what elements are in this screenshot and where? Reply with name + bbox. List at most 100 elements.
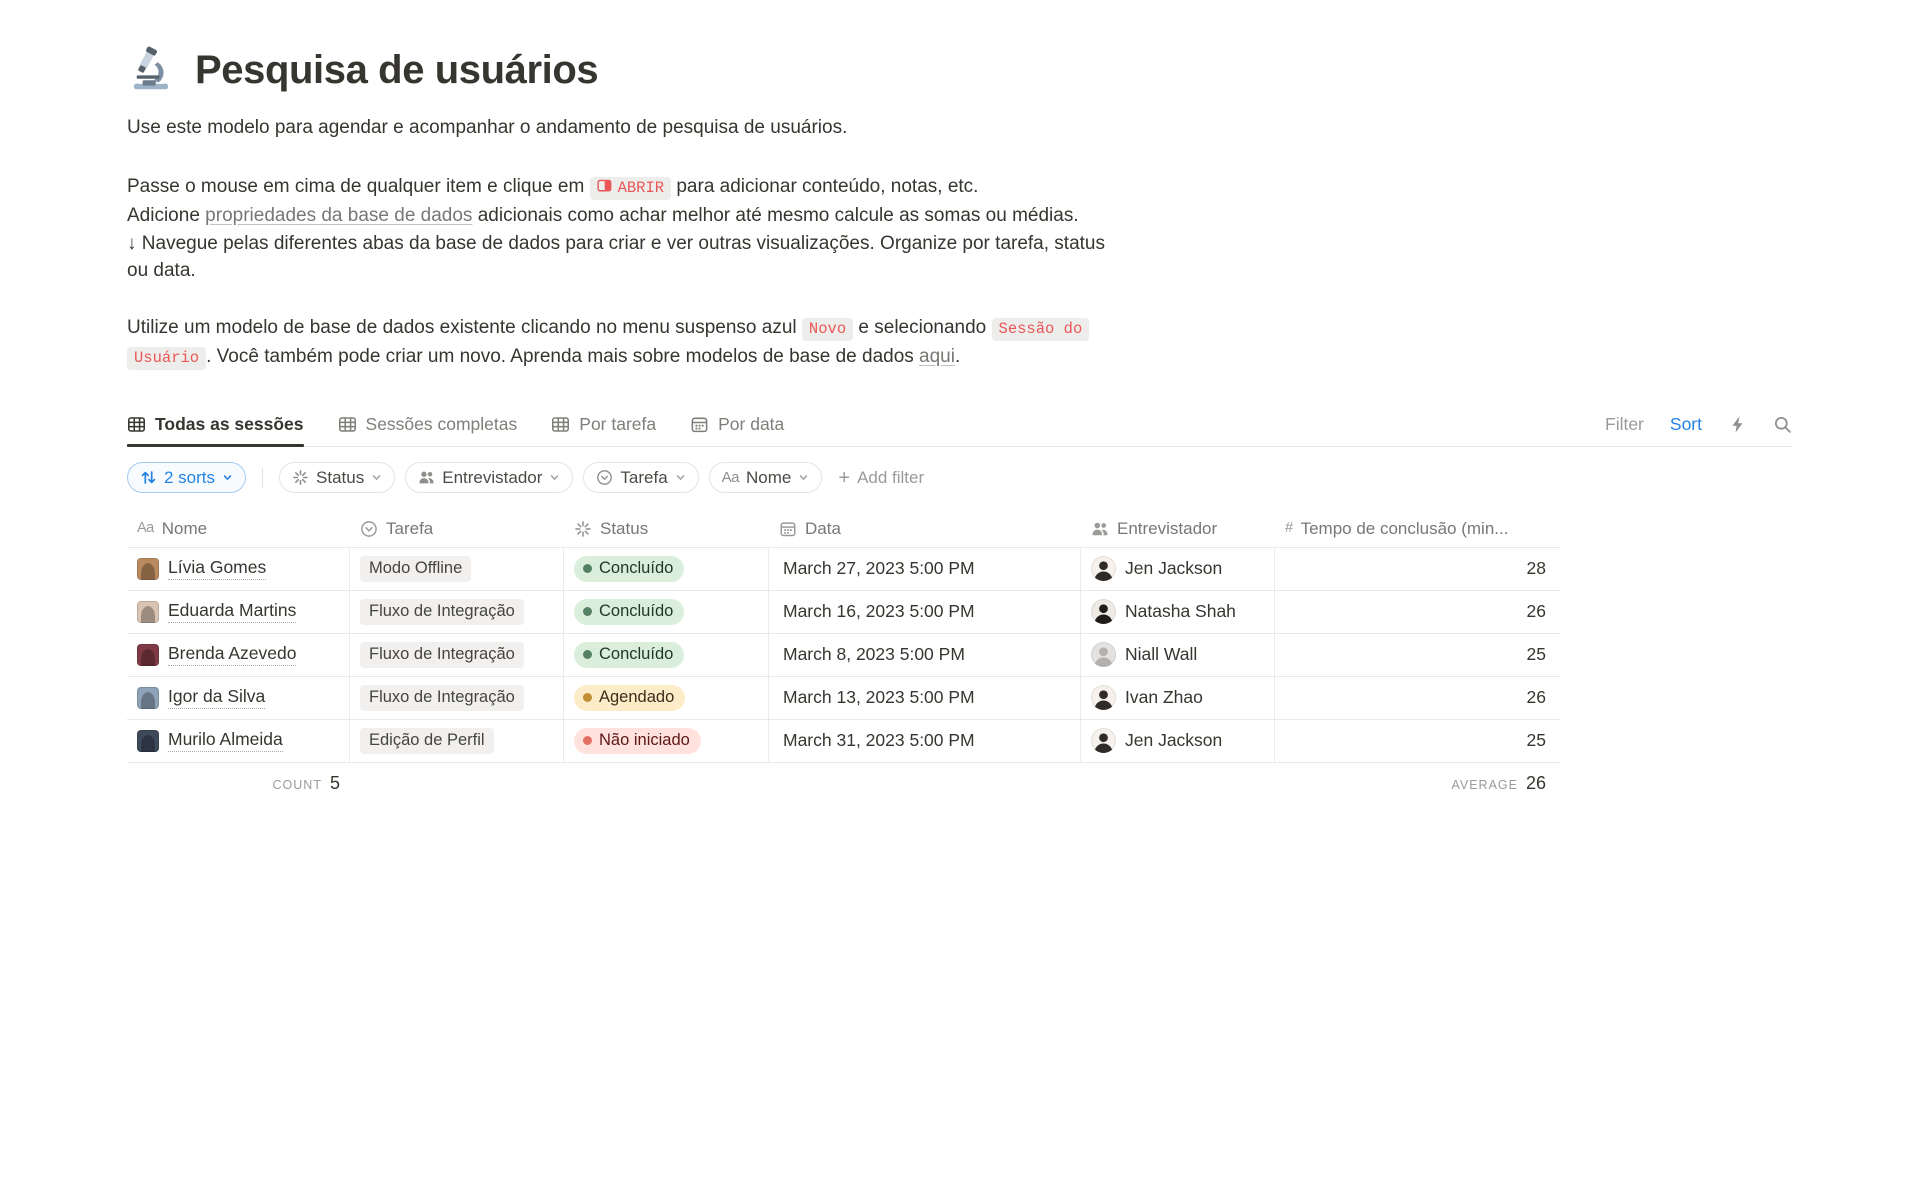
calculation-row: COUNT 5 AVERAGE 26 bbox=[127, 763, 1560, 805]
page-content: Pesquisa de usuários Use este modelo par… bbox=[127, 0, 1792, 805]
cell-tempo[interactable]: 28 bbox=[1526, 558, 1546, 578]
cell-tempo[interactable]: 25 bbox=[1526, 644, 1546, 664]
cell-status[interactable]: Concluído bbox=[564, 590, 769, 633]
database-properties-link[interactable]: propriedades da base de dados bbox=[205, 205, 473, 226]
avatar bbox=[137, 557, 159, 580]
cell-status[interactable]: Concluído bbox=[564, 633, 769, 676]
status-dot bbox=[583, 735, 592, 745]
person-icon bbox=[1094, 561, 1113, 581]
tab-por-tarefa[interactable]: Por tarefa bbox=[551, 403, 656, 446]
cell-entrevistador[interactable]: Jen Jackson bbox=[1081, 719, 1275, 762]
cell-nome[interactable]: Eduarda Martins bbox=[127, 590, 350, 633]
number-property-icon: # bbox=[1285, 519, 1293, 536]
chevron-down-icon bbox=[223, 475, 232, 480]
count-calculation[interactable]: COUNT 5 bbox=[272, 773, 340, 793]
table-view-icon bbox=[552, 416, 570, 432]
status-property-icon bbox=[293, 470, 308, 485]
table-header-row: Aa Nome Tarefa Status Data Entrevistador … bbox=[127, 511, 1560, 548]
status-property-icon bbox=[575, 520, 591, 537]
cell-entrevistador[interactable]: Jen Jackson bbox=[1081, 547, 1275, 590]
chevron-down-icon bbox=[372, 475, 381, 480]
cell-entrevistador[interactable]: Niall Wall bbox=[1081, 633, 1275, 676]
cell-entrevistador[interactable]: Natasha Shah bbox=[1081, 590, 1275, 633]
cell-nome[interactable]: Murilo Almeida bbox=[127, 719, 350, 762]
tab-sessoes-completas[interactable]: Sessões completas bbox=[338, 403, 517, 446]
aqui-link[interactable]: aqui bbox=[919, 346, 955, 367]
cell-data[interactable]: March 8, 2023 5:00 PM bbox=[769, 633, 1081, 676]
tab-todas-as-sessoes[interactable]: Todas as sessões bbox=[127, 403, 304, 447]
avatar bbox=[137, 729, 159, 752]
cell-tarefa[interactable]: Modo Offline bbox=[350, 547, 564, 590]
avatar bbox=[1091, 556, 1116, 581]
table-view-icon bbox=[338, 416, 356, 432]
table-row: Murilo Almeida Edição de Perfil Não inic… bbox=[127, 719, 1560, 763]
cell-tempo[interactable]: 26 bbox=[1526, 601, 1546, 621]
add-filter-button[interactable]: + Add filter bbox=[838, 466, 925, 489]
calendar-property-icon bbox=[780, 521, 796, 536]
status-dot bbox=[583, 606, 592, 616]
chip-divider bbox=[262, 467, 264, 488]
person-icon bbox=[1094, 604, 1113, 624]
status-badge: Concluído bbox=[574, 641, 685, 668]
template-note-block: Utilize um modelo de base de dados exist… bbox=[127, 314, 1137, 373]
avatar bbox=[1091, 642, 1116, 667]
microscope-emoji-icon bbox=[127, 46, 175, 94]
column-header-data[interactable]: Data bbox=[769, 519, 1081, 539]
avatar bbox=[1091, 685, 1116, 710]
cell-data[interactable]: March 16, 2023 5:00 PM bbox=[769, 590, 1081, 633]
instruction-line-1: Passe o mouse em cima de qualquer item e… bbox=[127, 173, 1137, 203]
filter-chip-status[interactable]: Status bbox=[279, 462, 396, 493]
filter-chip-nome[interactable]: Aa Nome bbox=[708, 462, 823, 493]
cell-tarefa[interactable]: Edição de Perfil bbox=[350, 719, 564, 762]
cell-nome[interactable]: Lívia Gomes bbox=[127, 547, 350, 590]
calendar-view-icon bbox=[691, 417, 708, 432]
filter-chip-entrevistador[interactable]: Entrevistador bbox=[405, 462, 574, 493]
cell-tarefa[interactable]: Fluxo de Integração bbox=[350, 633, 564, 676]
cell-entrevistador[interactable]: Ivan Zhao bbox=[1081, 676, 1275, 719]
cell-data[interactable]: March 27, 2023 5:00 PM bbox=[769, 547, 1081, 590]
average-calculation[interactable]: AVERAGE 26 bbox=[1451, 773, 1546, 793]
column-header-nome[interactable]: Aa Nome bbox=[137, 518, 208, 538]
person-icon bbox=[1094, 647, 1113, 667]
instruction-line-4: ou data. bbox=[127, 260, 196, 281]
chevron-down-icon bbox=[551, 475, 559, 480]
database-table: Aa Nome Tarefa Status Data Entrevistador … bbox=[127, 511, 1560, 763]
column-header-entrevistador[interactable]: Entrevistador bbox=[1081, 519, 1275, 539]
column-header-tempo[interactable]: # Tempo de conclusão (min... bbox=[1285, 518, 1509, 538]
status-badge: Concluído bbox=[574, 598, 685, 625]
cell-status[interactable]: Não iniciado bbox=[564, 719, 769, 762]
cell-status[interactable]: Agendado bbox=[564, 676, 769, 719]
cell-nome[interactable]: Igor da Silva bbox=[127, 676, 350, 719]
column-header-tarefa[interactable]: Tarefa bbox=[350, 519, 564, 539]
person-icon bbox=[1094, 690, 1113, 710]
select-property-icon bbox=[597, 470, 613, 485]
people-property-icon bbox=[419, 471, 434, 484]
sessao-badge-part1: Sessão do bbox=[991, 317, 1090, 341]
column-header-status[interactable]: Status bbox=[564, 519, 769, 539]
table-view-icon bbox=[128, 416, 145, 432]
cell-data[interactable]: March 31, 2023 5:00 PM bbox=[769, 719, 1081, 762]
sort-button[interactable]: Sort bbox=[1669, 413, 1702, 434]
cell-tempo[interactable]: 25 bbox=[1526, 730, 1546, 750]
filter-button[interactable]: Filter bbox=[1605, 413, 1644, 434]
status-badge: Não iniciado bbox=[574, 727, 701, 754]
cell-tarefa[interactable]: Fluxo de Integração bbox=[350, 676, 564, 719]
cell-tarefa[interactable]: Fluxo de Integração bbox=[350, 590, 564, 633]
bolt-icon[interactable] bbox=[1728, 415, 1747, 434]
filter-row: 2 sorts Status Entrevistador Tarefa Aa N… bbox=[127, 461, 1792, 495]
person-icon bbox=[1094, 733, 1113, 753]
text-property-icon: Aa bbox=[721, 469, 740, 486]
sorts-chip[interactable]: 2 sorts bbox=[127, 462, 247, 493]
sort-arrows-icon bbox=[141, 471, 156, 484]
database-view-tabs: Todas as sessões Sessões completas Por t… bbox=[127, 403, 1792, 447]
avatar bbox=[137, 643, 159, 666]
tab-por-data[interactable]: Por data bbox=[690, 403, 784, 446]
page-description: Use este modelo para agendar e acompanha… bbox=[127, 117, 848, 138]
filter-chip-tarefa[interactable]: Tarefa bbox=[583, 462, 699, 493]
cell-status[interactable]: Concluído bbox=[564, 547, 769, 590]
search-icon[interactable] bbox=[1773, 415, 1792, 434]
chevron-down-icon bbox=[676, 475, 684, 480]
cell-data[interactable]: March 13, 2023 5:00 PM bbox=[769, 676, 1081, 719]
cell-nome[interactable]: Brenda Azevedo bbox=[127, 633, 350, 676]
cell-tempo[interactable]: 26 bbox=[1526, 687, 1546, 707]
